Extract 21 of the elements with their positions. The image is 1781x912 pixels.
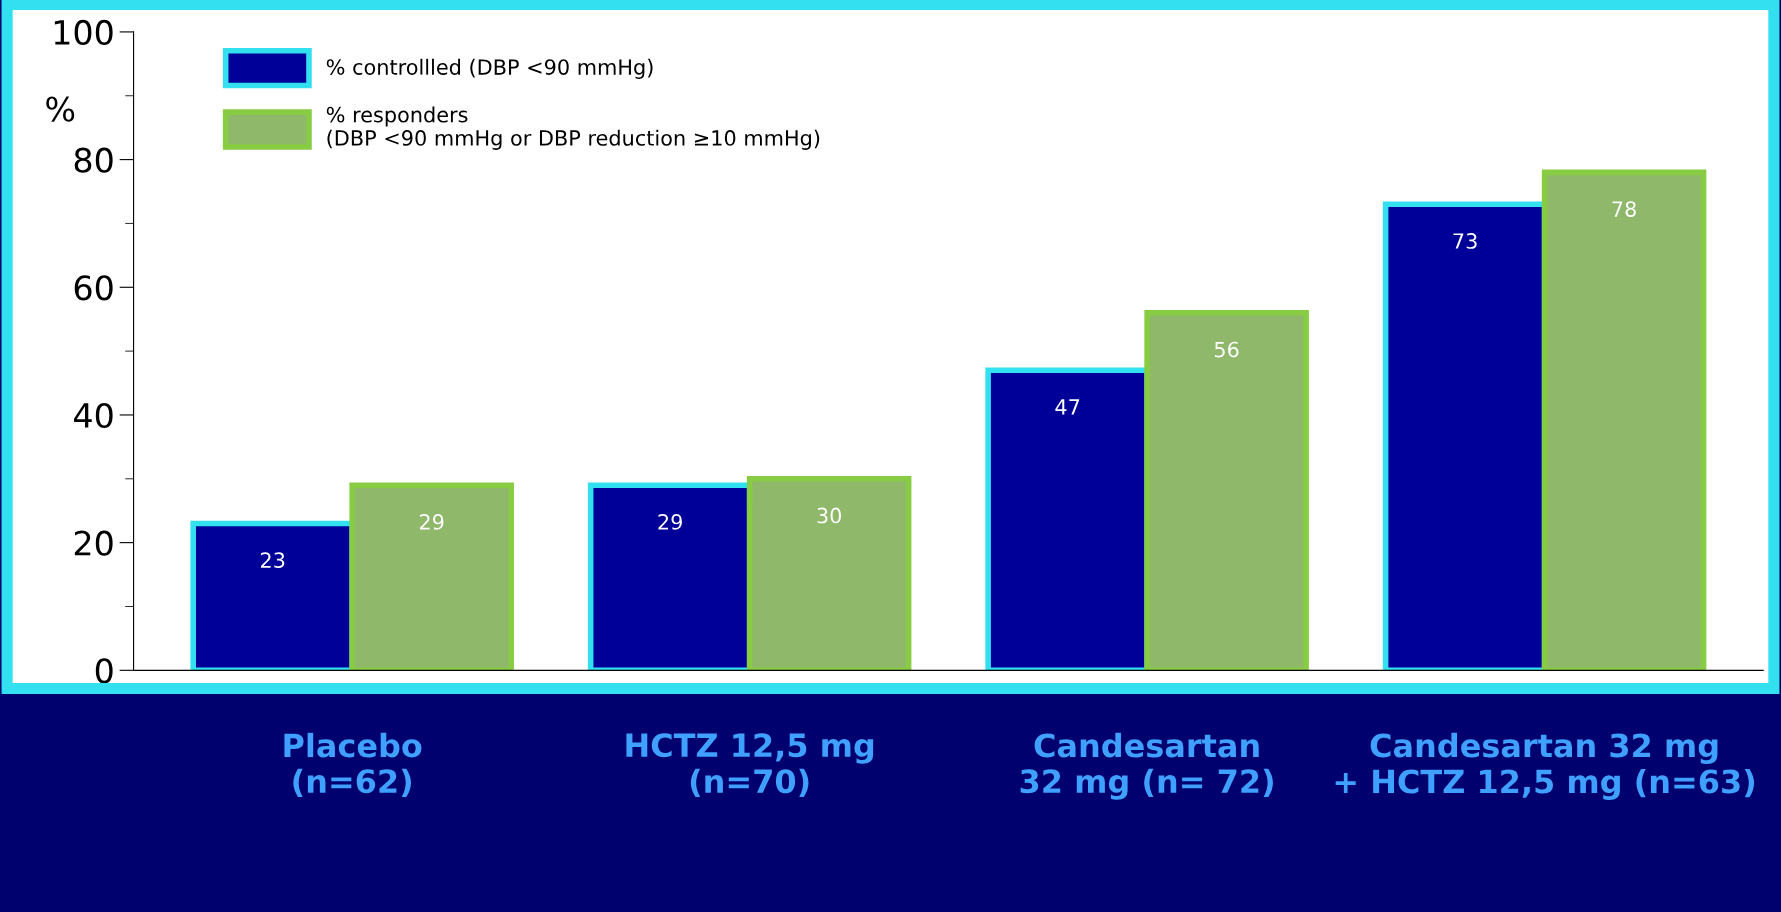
y-tick-label: 0 — [95, 658, 113, 684]
legend-label: % controllled (DBP <90 mmHg) — [326, 58, 653, 79]
data-label: 29 — [419, 514, 444, 530]
x-tick-label: Candesartan 32 mg + HCTZ 12,5 mg (n=63) — [1335, 732, 1755, 801]
data-label: 56 — [1214, 341, 1239, 358]
y-axis-title: % — [46, 96, 75, 122]
data-label: 23 — [260, 552, 285, 569]
y-tick-label: 60 — [74, 275, 113, 301]
y-tick-label: 80 — [74, 147, 113, 173]
y-tick-label: 40 — [74, 402, 113, 429]
x-tick-label: Placebo (n=62) — [284, 732, 422, 798]
y-tick-label: 20 — [74, 530, 113, 556]
data-label: 78 — [1612, 201, 1636, 217]
legend-label: % responders (DBP <90 mmHg or DBP reduction ≥10 mmHg) — [326, 106, 820, 150]
y-tick-label: 100 — [54, 19, 113, 46]
data-label: 29 — [658, 514, 682, 530]
data-label: 47 — [1055, 399, 1080, 415]
data-label: 30 — [817, 507, 842, 524]
data-label: 73 — [1453, 233, 1477, 249]
x-tick-label: HCTZ 12,5 mg (n=70) — [626, 733, 874, 798]
x-tick-label: Candesartan 32 mg (n= 72) — [1020, 732, 1273, 800]
